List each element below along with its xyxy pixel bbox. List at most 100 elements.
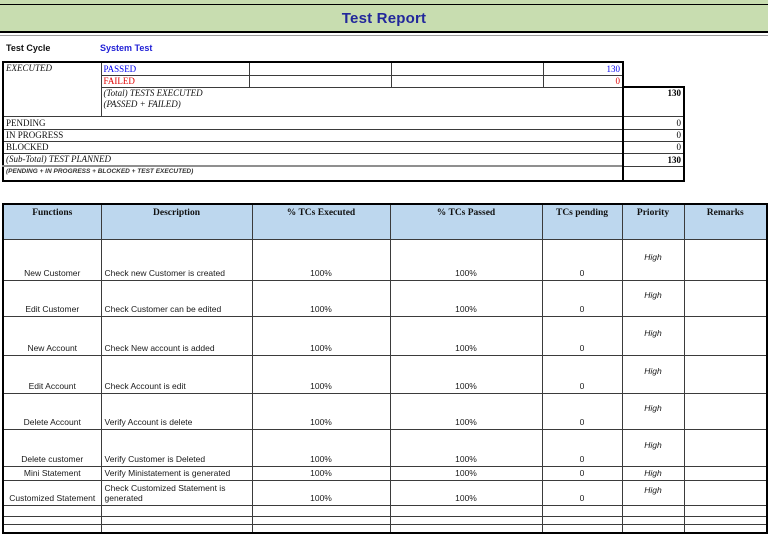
pending-cell[interactable]: 0 bbox=[541, 465, 623, 481]
table-row bbox=[2, 523, 768, 534]
passed-cell[interactable]: 100% bbox=[389, 279, 543, 317]
remarks-cell[interactable] bbox=[683, 523, 768, 534]
test-cycle-label: Test Cycle bbox=[6, 43, 51, 53]
total-executed-label: (Total) TESTS EXECUTED bbox=[103, 87, 203, 98]
subtotal-value-cell[interactable]: 130 bbox=[622, 152, 685, 167]
priority-cell[interactable]: High bbox=[621, 479, 685, 506]
executed-cell[interactable]: 100% bbox=[251, 238, 391, 281]
description-cell[interactable]: Check Account is edit bbox=[100, 354, 253, 394]
passed-cell[interactable] bbox=[389, 504, 543, 517]
empty-cell[interactable] bbox=[622, 165, 685, 182]
priority-cell[interactable] bbox=[621, 515, 685, 525]
passed-cell[interactable] bbox=[389, 515, 543, 525]
executed-cell[interactable] bbox=[251, 504, 391, 517]
executed-cell[interactable]: 100% bbox=[251, 315, 391, 356]
executed-cell[interactable]: 100% bbox=[251, 392, 391, 430]
function-cell[interactable] bbox=[2, 504, 102, 517]
priority-cell[interactable]: High bbox=[621, 392, 685, 430]
pending-cell[interactable] bbox=[541, 504, 623, 517]
table-row: Mini Statement Verify Ministatement is g… bbox=[2, 465, 768, 481]
description-cell[interactable]: Check New account is added bbox=[100, 315, 253, 356]
description-cell[interactable]: Verify Customer is Deleted bbox=[100, 428, 253, 467]
remarks-cell[interactable] bbox=[683, 279, 768, 317]
pending-cell[interactable]: 0 bbox=[541, 354, 623, 394]
function-cell[interactable]: New Customer bbox=[2, 238, 102, 281]
empty-cell[interactable] bbox=[390, 61, 544, 76]
remarks-cell[interactable] bbox=[683, 392, 768, 430]
remarks-cell[interactable] bbox=[683, 479, 768, 506]
in-progress-value-cell[interactable]: 0 bbox=[622, 128, 685, 142]
executed-cell[interactable] bbox=[251, 515, 391, 525]
empty-cell[interactable] bbox=[248, 61, 392, 76]
passed-cell[interactable]: 100% bbox=[389, 392, 543, 430]
executed-cell[interactable]: 100% bbox=[251, 465, 391, 481]
pending-cell[interactable] bbox=[541, 523, 623, 534]
executed-cell[interactable]: 100% bbox=[251, 428, 391, 467]
function-cell[interactable]: Edit Account bbox=[2, 354, 102, 394]
remarks-cell[interactable] bbox=[683, 515, 768, 525]
function-cell[interactable]: Edit Customer bbox=[2, 279, 102, 317]
pending-cell[interactable] bbox=[541, 515, 623, 525]
priority-cell[interactable]: High bbox=[621, 428, 685, 467]
total-executed-value-cell[interactable]: 130 bbox=[622, 86, 685, 117]
remarks-cell[interactable] bbox=[683, 428, 768, 467]
pending-cell[interactable]: 0 bbox=[541, 315, 623, 356]
description-cell[interactable]: Verify Ministatement is generated bbox=[100, 465, 253, 481]
pending-cell[interactable]: 0 bbox=[541, 428, 623, 467]
passed-cell[interactable]: 100% bbox=[389, 428, 543, 467]
empty-cell[interactable] bbox=[390, 74, 544, 88]
executed-cell[interactable]: 100% bbox=[251, 279, 391, 317]
function-cell[interactable] bbox=[2, 523, 102, 534]
description-cell[interactable] bbox=[100, 504, 253, 517]
blocked-value-cell[interactable]: 0 bbox=[622, 140, 685, 154]
pending-value-cell[interactable]: 0 bbox=[622, 115, 685, 130]
table-row bbox=[2, 504, 768, 517]
description-cell[interactable]: Verify Account is delete bbox=[100, 392, 253, 430]
pending-cell[interactable]: 0 bbox=[541, 238, 623, 281]
priority-cell[interactable]: High bbox=[621, 279, 685, 317]
remarks-cell[interactable] bbox=[683, 238, 768, 281]
pending-cell[interactable]: 0 bbox=[541, 479, 623, 506]
table-row: New Customer Check new Customer is creat… bbox=[2, 238, 768, 281]
passed-cell[interactable]: 100% bbox=[389, 315, 543, 356]
function-cell[interactable]: Mini Statement bbox=[2, 465, 102, 481]
passed-cell[interactable]: 100% bbox=[389, 465, 543, 481]
title-divider bbox=[0, 35, 768, 36]
executed-cell[interactable]: 100% bbox=[251, 354, 391, 394]
description-cell[interactable] bbox=[100, 523, 253, 534]
remarks-cell[interactable] bbox=[683, 354, 768, 394]
pending-cell[interactable]: 0 bbox=[541, 279, 623, 317]
description-cell[interactable] bbox=[100, 515, 253, 525]
function-cell[interactable]: Delete Account bbox=[2, 392, 102, 430]
remarks-cell[interactable] bbox=[683, 465, 768, 481]
priority-cell[interactable]: High bbox=[621, 354, 685, 394]
executed-cell[interactable] bbox=[251, 523, 391, 534]
description-cell[interactable]: Check new Customer is created bbox=[100, 238, 253, 281]
priority-cell[interactable] bbox=[621, 504, 685, 517]
executed-cell[interactable]: 100% bbox=[251, 479, 391, 506]
passed-cell[interactable]: 100% bbox=[389, 479, 543, 506]
function-cell[interactable]: Delete customer bbox=[2, 428, 102, 467]
remarks-cell[interactable] bbox=[683, 504, 768, 517]
pending-cell[interactable]: 0 bbox=[541, 392, 623, 430]
priority-cell[interactable]: High bbox=[621, 465, 685, 481]
table-row: Edit Account Check Account is edit 100% … bbox=[2, 354, 768, 394]
passed-value-cell[interactable]: 130 bbox=[542, 61, 624, 76]
header-tcs-passed: % TCs Passed bbox=[389, 203, 543, 240]
passed-cell[interactable] bbox=[389, 523, 543, 534]
passed-cell[interactable]: 100% bbox=[389, 354, 543, 394]
header-tcs-pending: TCs pending bbox=[541, 203, 623, 240]
function-cell[interactable]: Customized Statement bbox=[2, 479, 102, 506]
function-cell[interactable]: New Account bbox=[2, 315, 102, 356]
description-cell[interactable]: Check Customized Statement is generated bbox=[100, 479, 253, 506]
description-cell[interactable]: Check Customer can be edited bbox=[100, 279, 253, 317]
priority-cell[interactable] bbox=[621, 523, 685, 534]
remarks-cell[interactable] bbox=[683, 315, 768, 356]
priority-cell[interactable]: High bbox=[621, 315, 685, 356]
empty-cell[interactable] bbox=[248, 74, 392, 88]
passed-cell[interactable]: 100% bbox=[389, 238, 543, 281]
test-cycle-value[interactable]: System Test bbox=[100, 43, 153, 53]
failed-value-cell[interactable]: 0 bbox=[542, 74, 624, 88]
priority-cell[interactable]: High bbox=[621, 238, 685, 281]
function-cell[interactable] bbox=[2, 515, 102, 525]
